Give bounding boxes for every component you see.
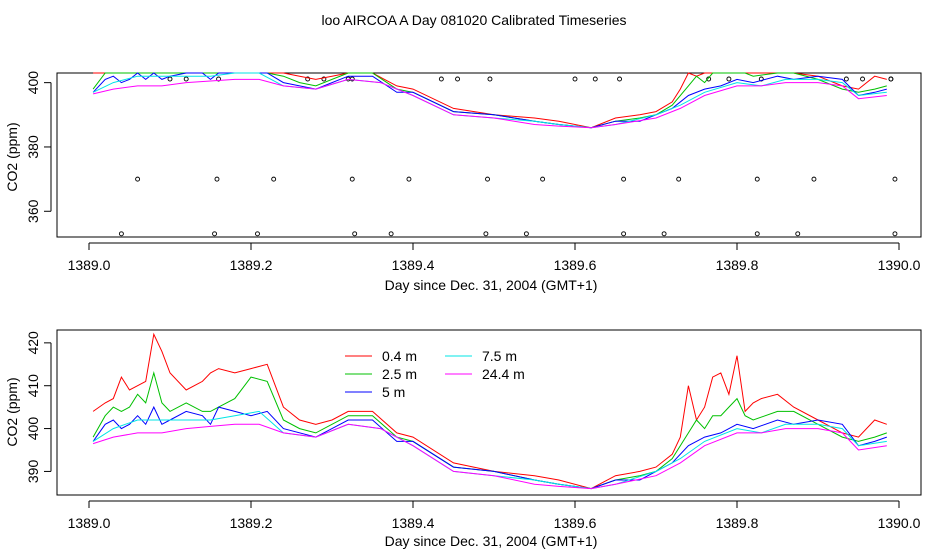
top-marker-point — [305, 76, 311, 82]
bottom-x-tick-label: 1389.2 — [230, 515, 273, 531]
top-marker-point — [706, 76, 712, 82]
top-x-tick-label: 1389.2 — [230, 257, 273, 273]
top-series-line-5-m — [92, 72, 887, 129]
top-marker-point — [135, 176, 141, 182]
top-marker-point — [438, 76, 444, 82]
top-marker-point — [388, 231, 394, 237]
top-marker-point — [183, 76, 189, 82]
top-marker-point — [216, 76, 222, 82]
top-marker-point — [255, 231, 260, 237]
legend-label: 24.4 m — [482, 366, 525, 382]
top-x-tick-label: 1389.0 — [68, 257, 111, 273]
bottom-x-tick-label: 1389.6 — [554, 515, 597, 531]
top-marker-point — [758, 76, 764, 82]
top-marker-point — [540, 176, 546, 182]
top-marker-point — [572, 76, 578, 82]
top-marker-point — [271, 176, 277, 182]
top-series-line-24-4-m — [92, 78, 887, 129]
top-x-tick-label: 1389.8 — [716, 257, 759, 273]
top-plot-frame — [56, 72, 922, 238]
top-marker-point — [592, 76, 598, 82]
bottom-x-tick-label: 1389.8 — [716, 515, 759, 531]
top-marker-point — [811, 176, 817, 182]
top-marker-point — [726, 76, 732, 82]
top-marker-point — [349, 176, 355, 182]
bottom-plot-frame — [56, 329, 922, 496]
top-marker-points — [118, 76, 898, 237]
bottom-y-tick-label: 390 — [25, 460, 41, 484]
legend-label: 7.5 m — [482, 348, 517, 364]
bottom-x-ticks: 1389.0 1389.2 1389.4 1389.6 1389.8 1390.0 — [68, 500, 921, 531]
bottom-x-tick-label: 1389.4 — [392, 515, 435, 531]
figure-title: loo AIRCOA A Day 081020 Calibrated Times… — [321, 12, 626, 28]
bottom-y-tick-label: 400 — [25, 417, 41, 441]
top-marker-point — [406, 176, 412, 182]
top-marker-point — [167, 76, 173, 82]
bottom-series-line-24-4-m — [92, 423, 887, 490]
top-marker-point — [621, 176, 627, 182]
bottom-y-tick-label: 410 — [25, 374, 41, 398]
top-series-lines — [92, 72, 887, 129]
legend: 0.4 m 2.5 m 5 m 7.5 m 24.4 m — [345, 348, 525, 400]
top-marker-point — [118, 231, 124, 237]
top-x-ticks: 1389.0 1389.2 1389.4 1389.6 1389.8 1390.0 — [68, 242, 921, 273]
bottom-series-line-0-4-m — [92, 332, 887, 490]
top-panel: 1389.0 1389.2 1389.4 1389.6 1389.8 1390.0 360… — [4, 71, 922, 293]
bottom-x-tick-label: 1390.0 — [878, 515, 921, 531]
top-marker-point — [321, 76, 327, 82]
top-marker-point — [483, 231, 489, 237]
top-x-tick-label: 1389.6 — [554, 257, 597, 273]
top-marker-point — [349, 76, 355, 82]
top-marker-point — [892, 231, 898, 237]
bottom-y-tick-label: 420 — [25, 331, 41, 355]
bottom-x-axis-label: Day since Dec. 31, 2004 (GMT+1) — [385, 533, 598, 549]
top-y-axis-label: CO2 (ppm) — [4, 122, 20, 191]
top-marker-point — [214, 176, 220, 182]
top-marker-point — [617, 76, 622, 82]
bottom-y-axis-label: CO2 (ppm) — [4, 377, 20, 446]
top-marker-point — [676, 176, 682, 182]
top-marker-point — [487, 76, 493, 82]
top-marker-point — [754, 176, 760, 182]
legend-label: 5 m — [382, 384, 405, 400]
top-y-tick-label: 360 — [25, 199, 41, 223]
top-x-tick-label: 1390.0 — [878, 257, 921, 273]
top-marker-point — [860, 76, 865, 82]
bottom-panel: 1389.0 1389.2 1389.4 1389.6 1389.8 1390.0 390… — [4, 329, 922, 549]
top-x-axis-label: Day since Dec. 31, 2004 (GMT+1) — [385, 277, 598, 293]
bottom-y-ticks: 390 400 410 420 — [25, 331, 52, 484]
top-marker-point — [212, 231, 218, 237]
top-marker-point — [485, 176, 490, 182]
top-marker-point — [843, 76, 849, 82]
top-marker-point — [888, 76, 894, 82]
top-y-tick-label: 380 — [25, 135, 41, 159]
top-marker-point — [455, 76, 460, 82]
legend-label: 2.5 m — [382, 366, 417, 382]
bottom-x-tick-label: 1389.0 — [68, 515, 111, 531]
top-y-ticks: 360 380 400 — [25, 71, 52, 223]
top-marker-point — [892, 176, 898, 182]
top-y-tick-label: 400 — [25, 71, 41, 95]
top-marker-point — [754, 231, 760, 237]
top-marker-point — [621, 231, 627, 237]
top-x-tick-label: 1389.4 — [392, 257, 435, 273]
top-marker-point — [795, 231, 801, 237]
bottom-series-line-5-m — [92, 405, 887, 490]
legend-label: 0.4 m — [382, 348, 417, 364]
top-marker-point — [661, 231, 667, 237]
top-marker-point — [352, 231, 358, 237]
bottom-series-lines — [92, 332, 887, 490]
top-marker-point — [523, 231, 529, 237]
